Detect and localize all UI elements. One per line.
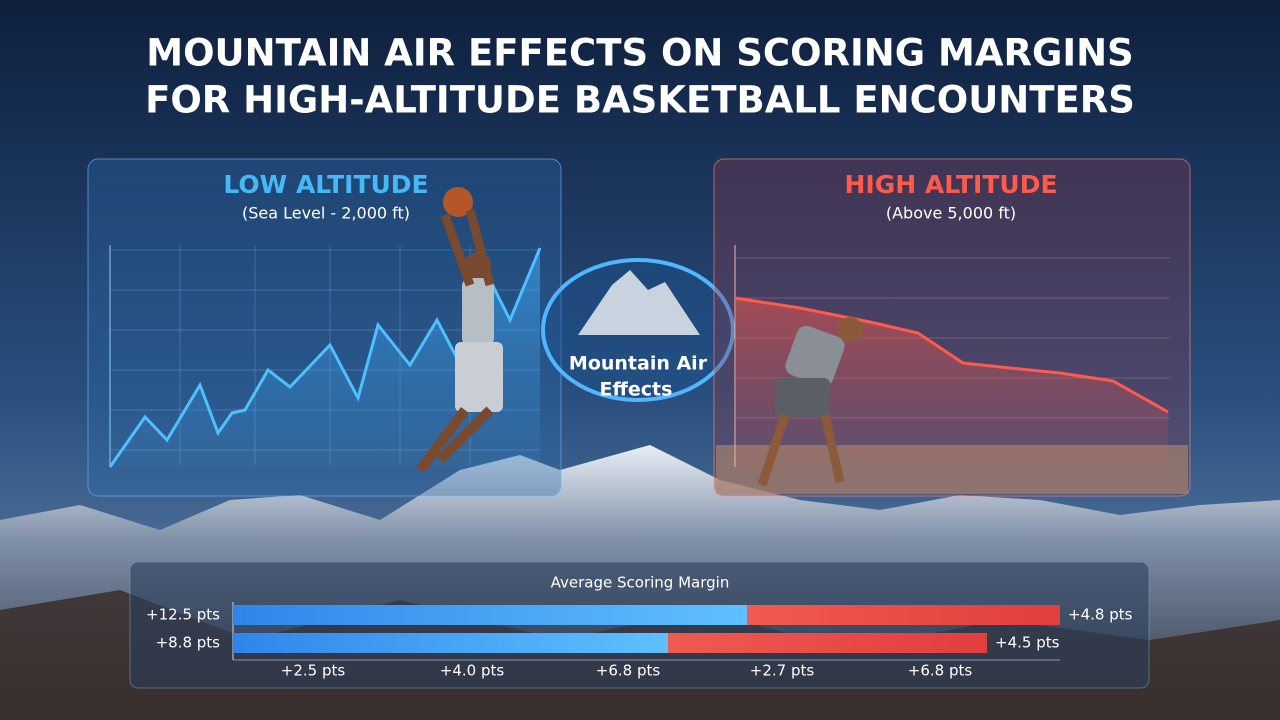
high-subtitle: (Above 5,000 ft) bbox=[886, 204, 1016, 223]
row-label-low: +8.8 pts bbox=[156, 634, 221, 652]
axis-label: +6.8 pts bbox=[908, 662, 973, 680]
badge-text: Effects bbox=[600, 379, 673, 401]
margin-title: Average Scoring Margin bbox=[551, 574, 730, 592]
row-label-high: +4.8 pts bbox=[1068, 606, 1133, 624]
bar-high bbox=[747, 605, 1060, 625]
high-line bbox=[734, 296, 1169, 414]
low-area bbox=[110, 248, 540, 467]
axis-label: +2.5 pts bbox=[281, 662, 346, 680]
badge-text: Mountain Air bbox=[569, 353, 708, 375]
badge-mountain bbox=[578, 270, 700, 335]
bar-low bbox=[233, 633, 668, 653]
low-subtitle: (Sea Level - 2,000 ft) bbox=[242, 204, 410, 223]
title-line: FOR HIGH-ALTITUDE BASKETBALL ENCOUNTERS bbox=[145, 79, 1135, 122]
player-jumping bbox=[416, 187, 503, 473]
row-label-high: +4.5 pts bbox=[995, 634, 1060, 652]
axis-label: +4.0 pts bbox=[440, 662, 505, 680]
bar-low bbox=[233, 605, 747, 625]
player-tired bbox=[757, 317, 863, 487]
axis-label: +2.7 pts bbox=[750, 662, 815, 680]
high-title: HIGH ALTITUDE bbox=[844, 170, 1057, 199]
title-line: MOUNTAIN AIR EFFECTS ON SCORING MARGINS bbox=[146, 32, 1133, 75]
axis-label: +6.8 pts bbox=[596, 662, 661, 680]
bar-high bbox=[668, 633, 987, 653]
low-title: LOW ALTITUDE bbox=[223, 170, 428, 199]
row-label-low: +12.5 pts bbox=[146, 606, 220, 624]
